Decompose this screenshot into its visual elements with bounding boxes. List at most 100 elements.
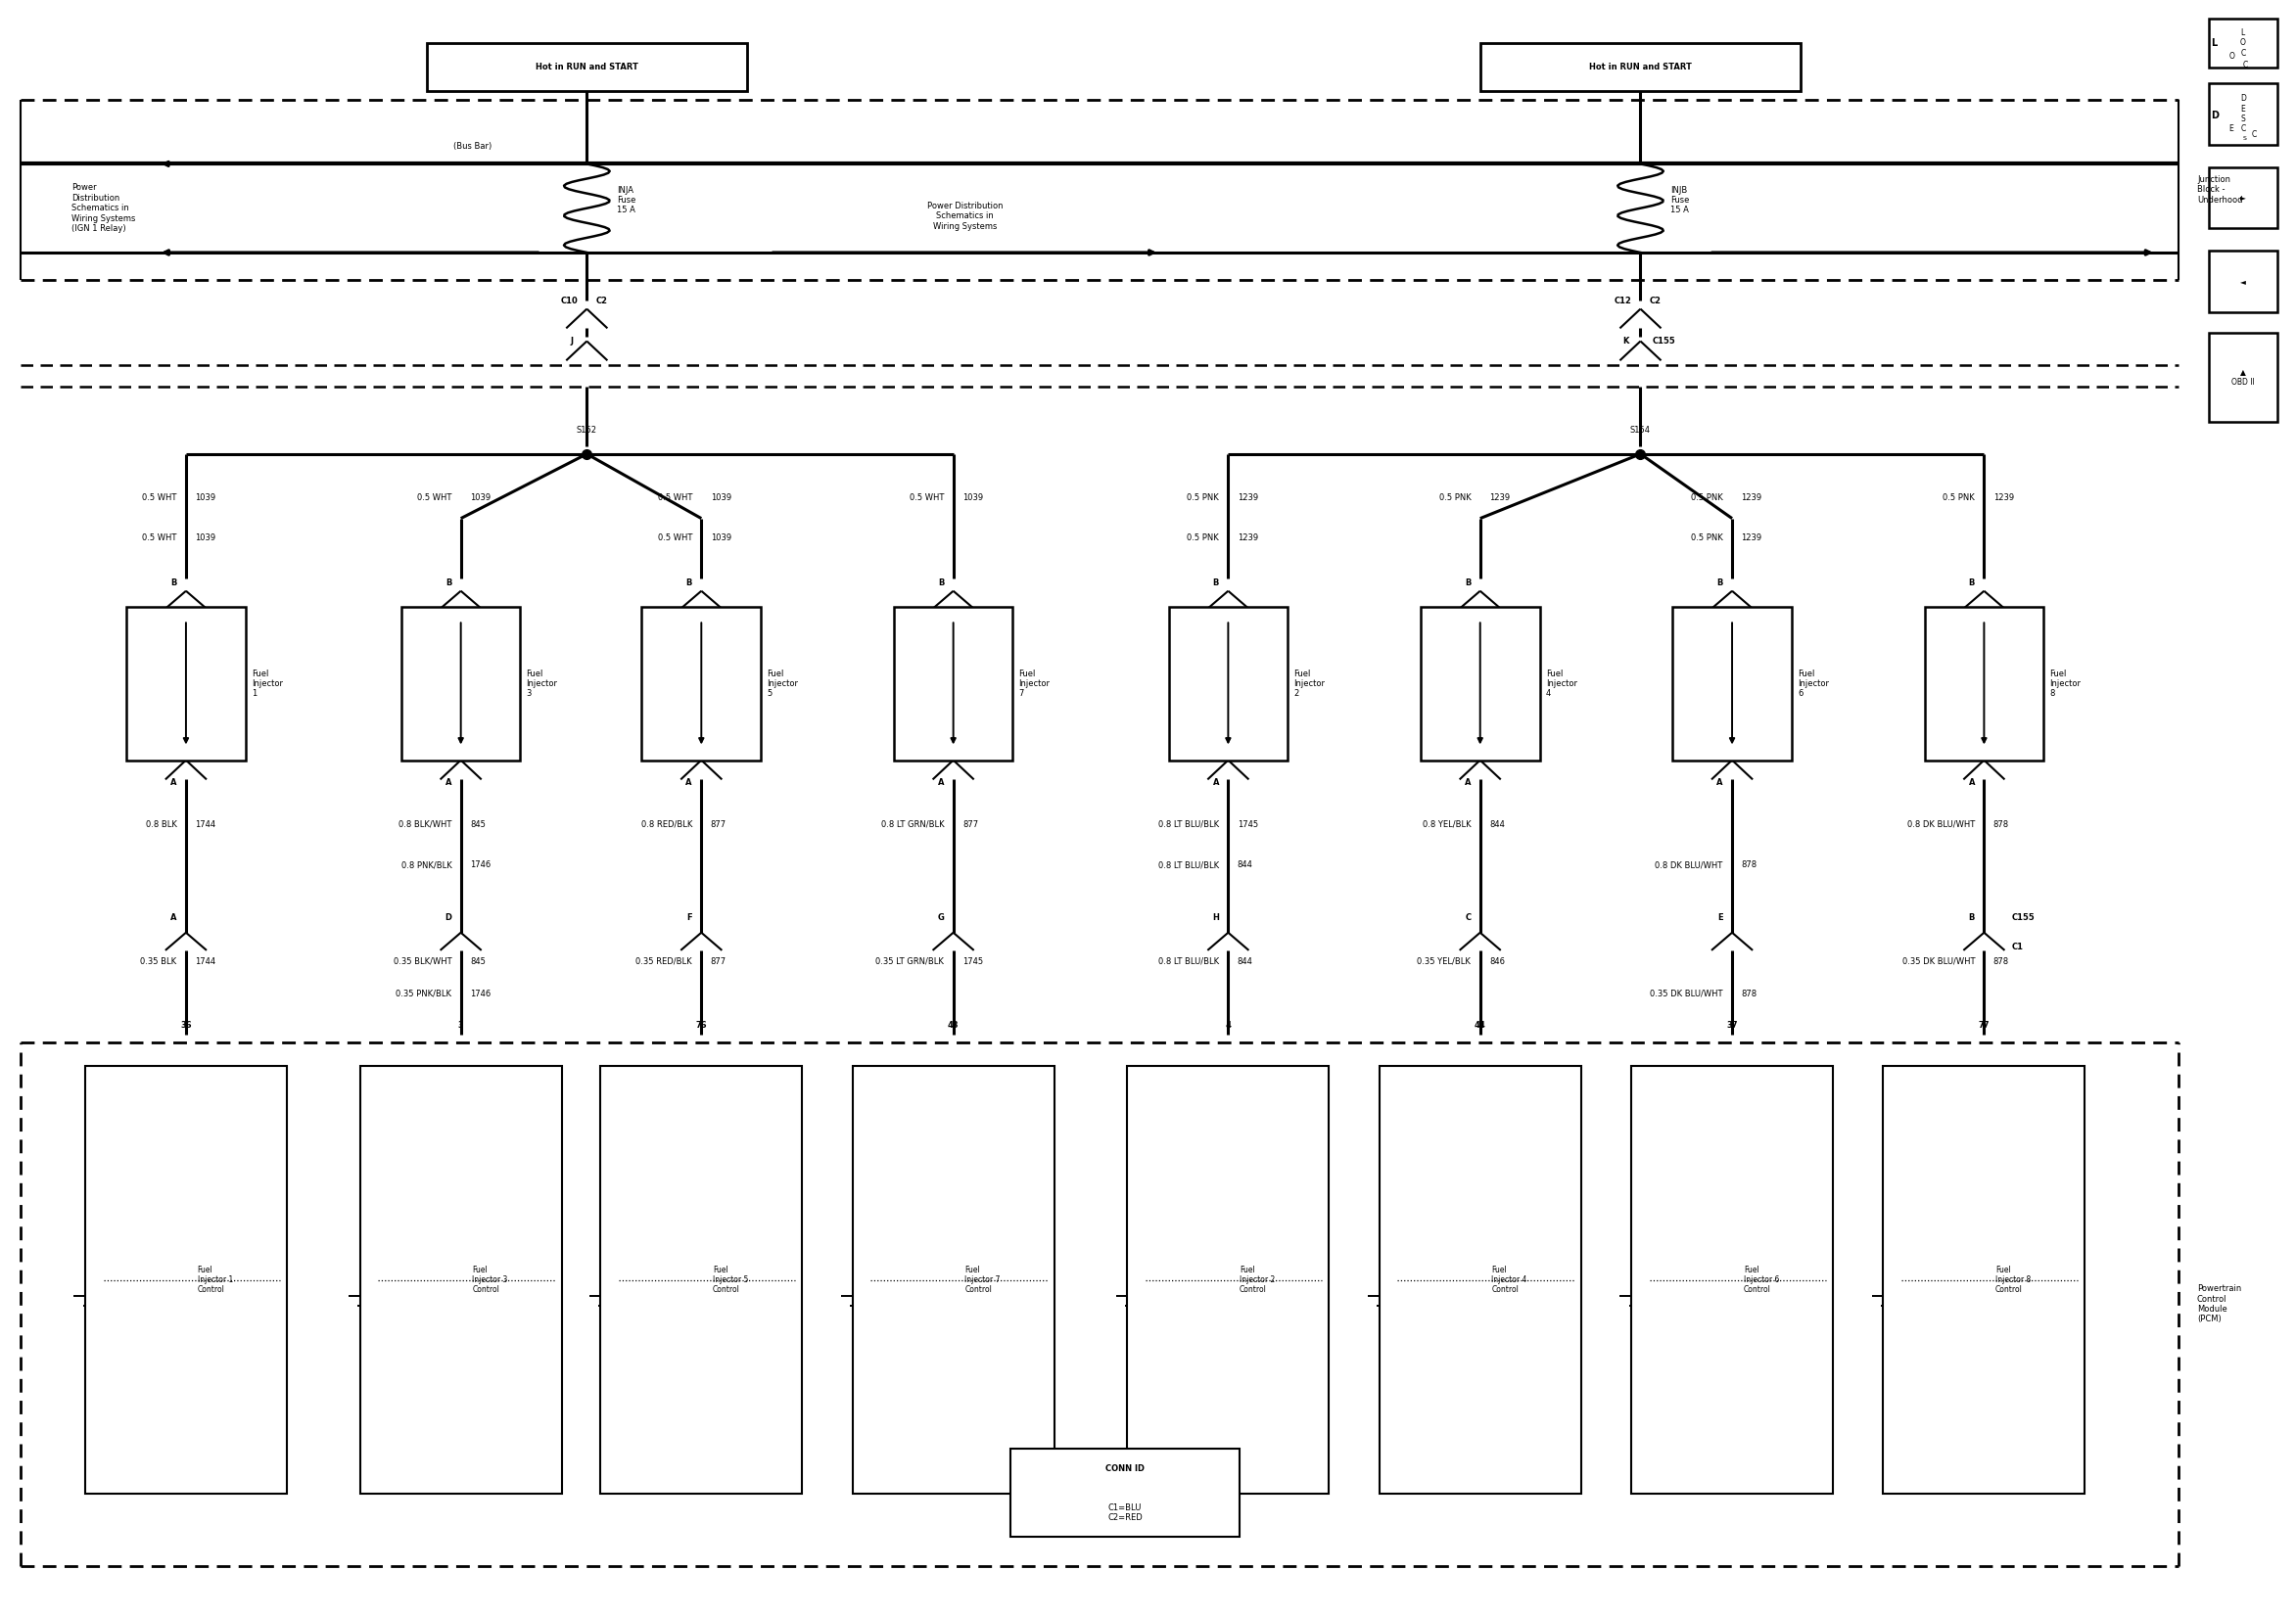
Text: 845: 845 xyxy=(471,820,484,830)
Text: C1=BLU
C2=RED: C1=BLU C2=RED xyxy=(1107,1504,1143,1522)
Bar xyxy=(893,606,1013,760)
Text: 37: 37 xyxy=(1727,1020,1738,1030)
Text: Fuel
Injector
2: Fuel Injector 2 xyxy=(1293,669,1325,699)
Bar xyxy=(402,606,521,760)
Text: 877: 877 xyxy=(709,957,726,965)
Text: B: B xyxy=(1717,579,1722,587)
Text: C10: C10 xyxy=(560,296,579,306)
Text: 76: 76 xyxy=(696,1020,707,1030)
Text: ▲
OBD II: ▲ OBD II xyxy=(2232,369,2255,386)
Text: 1746: 1746 xyxy=(471,990,491,998)
Text: 0.35 YEL/BLK: 0.35 YEL/BLK xyxy=(1417,957,1472,965)
Text: B: B xyxy=(445,579,452,587)
Bar xyxy=(1421,606,1541,760)
Text: 1039: 1039 xyxy=(962,493,983,501)
Text: 0.8 LT BLU/BLK: 0.8 LT BLU/BLK xyxy=(1157,957,1219,965)
Text: 4: 4 xyxy=(1226,1020,1231,1030)
Text: 44: 44 xyxy=(1474,1020,1486,1030)
Text: J: J xyxy=(569,336,574,346)
Text: Hot in RUN and START: Hot in RUN and START xyxy=(535,63,638,71)
Text: 1744: 1744 xyxy=(195,820,216,830)
Bar xyxy=(1671,606,1791,760)
Bar xyxy=(85,1066,287,1494)
Bar xyxy=(1010,1449,1240,1536)
Text: 877: 877 xyxy=(709,820,726,830)
Text: 0.35 BLK: 0.35 BLK xyxy=(140,957,177,965)
Text: 878: 878 xyxy=(1740,990,1756,998)
Text: 0.35 LT GRN/BLK: 0.35 LT GRN/BLK xyxy=(875,957,944,965)
Text: Junction
Block -
Underhood: Junction Block - Underhood xyxy=(2197,175,2243,204)
Text: C2: C2 xyxy=(597,296,608,306)
Text: Fuel
Injector 4
Control: Fuel Injector 4 Control xyxy=(1492,1264,1527,1295)
Text: A: A xyxy=(687,778,691,787)
Text: 0.8 DK BLU/WHT: 0.8 DK BLU/WHT xyxy=(1908,820,1975,830)
Text: 0.8 YEL/BLK: 0.8 YEL/BLK xyxy=(1424,820,1472,830)
Text: 844: 844 xyxy=(1238,957,1254,965)
Text: Power Distribution
Schematics in
Wiring Systems: Power Distribution Schematics in Wiring … xyxy=(928,202,1003,231)
Text: B: B xyxy=(687,579,691,587)
Text: 0.8 RED/BLK: 0.8 RED/BLK xyxy=(641,820,691,830)
Text: 0.5 WHT: 0.5 WHT xyxy=(657,493,691,501)
Text: 0.5 WHT: 0.5 WHT xyxy=(418,493,452,501)
Text: 878: 878 xyxy=(1993,820,2009,830)
Text: Fuel
Injector
4: Fuel Injector 4 xyxy=(1545,669,1577,699)
Text: A: A xyxy=(445,778,452,787)
Text: 1746: 1746 xyxy=(471,860,491,870)
Text: 0.8 BLK/WHT: 0.8 BLK/WHT xyxy=(400,820,452,830)
Text: 844: 844 xyxy=(1490,820,1504,830)
Text: A: A xyxy=(1968,778,1975,787)
Bar xyxy=(126,606,246,760)
Text: 844: 844 xyxy=(1238,860,1254,870)
Text: 1239: 1239 xyxy=(1993,493,2014,501)
Text: 0.35 DK BLU/WHT: 0.35 DK BLU/WHT xyxy=(1651,990,1722,998)
Text: L: L xyxy=(2211,39,2218,49)
Text: A: A xyxy=(1465,778,1472,787)
Text: Fuel
Injector
5: Fuel Injector 5 xyxy=(767,669,799,699)
Text: D: D xyxy=(445,914,452,922)
Text: L
O
C: L O C xyxy=(2241,29,2245,58)
Text: Fuel
Injector 2
Control: Fuel Injector 2 Control xyxy=(1240,1264,1274,1295)
Text: C1: C1 xyxy=(2011,943,2023,951)
Text: 877: 877 xyxy=(962,820,978,830)
Text: 0.35 BLK/WHT: 0.35 BLK/WHT xyxy=(393,957,452,965)
Bar xyxy=(1127,1066,1329,1494)
Text: B: B xyxy=(170,579,177,587)
Text: 1745: 1745 xyxy=(1238,820,1258,830)
Text: S152: S152 xyxy=(576,425,597,435)
Text: Fuel
Injector
3: Fuel Injector 3 xyxy=(526,669,558,699)
Text: A: A xyxy=(937,778,944,787)
Text: Fuel
Injector
7: Fuel Injector 7 xyxy=(1019,669,1049,699)
Text: C: C xyxy=(2243,61,2248,70)
Bar xyxy=(2209,19,2278,68)
Text: Fuel
Injector
1: Fuel Injector 1 xyxy=(253,669,282,699)
Text: C155: C155 xyxy=(1651,336,1676,346)
Text: 0.8 PNK/BLK: 0.8 PNK/BLK xyxy=(402,860,452,870)
Text: 3: 3 xyxy=(457,1020,464,1030)
Text: CONN ID: CONN ID xyxy=(1104,1465,1146,1473)
Text: 0.8 BLK: 0.8 BLK xyxy=(145,820,177,830)
Bar xyxy=(1924,606,2043,760)
Text: 1744: 1744 xyxy=(195,957,216,965)
Text: E: E xyxy=(1717,914,1722,922)
Text: D: D xyxy=(2211,110,2218,120)
Text: D
E
S
C: D E S C xyxy=(2241,94,2245,134)
Bar xyxy=(1883,1066,2085,1494)
Text: 0.8 LT BLU/BLK: 0.8 LT BLU/BLK xyxy=(1157,860,1219,870)
Text: Fuel
Injector 8
Control: Fuel Injector 8 Control xyxy=(1995,1264,2032,1295)
Text: 0.5 WHT: 0.5 WHT xyxy=(909,493,944,501)
Text: 845: 845 xyxy=(471,957,484,965)
Text: C2: C2 xyxy=(1649,296,1662,306)
Text: S154: S154 xyxy=(1630,425,1651,435)
Text: 1239: 1239 xyxy=(1740,534,1761,542)
Text: 1239: 1239 xyxy=(1490,493,1511,501)
Text: 0.5 PNK: 0.5 PNK xyxy=(1187,534,1219,542)
Text: 1239: 1239 xyxy=(1740,493,1761,501)
Bar xyxy=(427,44,746,91)
Bar xyxy=(2209,333,2278,422)
Bar xyxy=(2209,251,2278,312)
Text: INJB
Fuse
15 A: INJB Fuse 15 A xyxy=(1669,186,1690,215)
Text: Fuel
Injector 6
Control: Fuel Injector 6 Control xyxy=(1743,1264,1779,1295)
Bar xyxy=(360,1066,563,1494)
Text: 0.5 PNK: 0.5 PNK xyxy=(1690,534,1722,542)
Text: A: A xyxy=(170,778,177,787)
